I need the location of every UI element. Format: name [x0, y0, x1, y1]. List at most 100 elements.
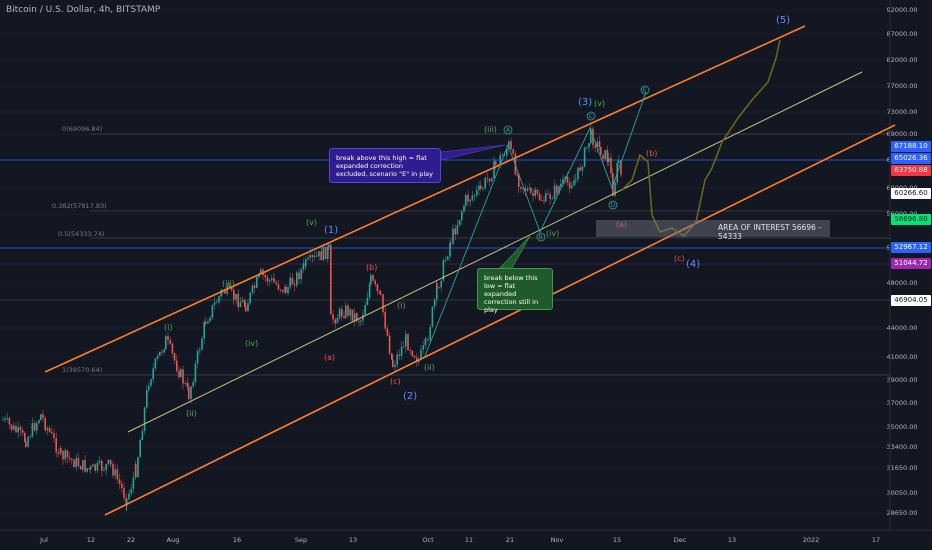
- candle-body: [463, 205, 465, 212]
- area-of-interest-label: AREA OF INTEREST 56696 - 54333: [718, 223, 821, 241]
- wave-iv-label-b: (iv): [546, 229, 559, 238]
- candle-body: [132, 477, 135, 489]
- candle-body: [150, 379, 152, 386]
- candle-body: [394, 364, 396, 367]
- time-tick-label: Aug: [167, 536, 180, 544]
- candle-body: [566, 176, 569, 183]
- candle-body: [444, 259, 447, 261]
- candle-body: [376, 284, 379, 291]
- candle-body: [553, 185, 556, 199]
- candle-body: [209, 317, 211, 322]
- candle-body: [251, 285, 254, 293]
- candle-body: [413, 356, 416, 358]
- candle-body: [128, 493, 130, 500]
- price-label-63750: 63750.88: [891, 165, 931, 176]
- candle-body: [51, 431, 53, 434]
- projection-path: [621, 39, 781, 237]
- candle-body: [239, 302, 242, 307]
- candle-body: [543, 200, 545, 202]
- price-tick-label: 44000.00: [886, 324, 917, 332]
- candle-body: [264, 275, 266, 278]
- candle-body: [431, 306, 434, 327]
- candle-body: [364, 305, 366, 315]
- candle-body: [620, 160, 622, 175]
- candle-body: [266, 277, 269, 282]
- candle-body: [118, 479, 121, 484]
- candle-body: [186, 382, 189, 387]
- candle-body: [296, 272, 298, 286]
- time-tick-label: 16: [233, 536, 241, 544]
- time-tick-label: 2022: [803, 536, 820, 544]
- candle-body: [184, 382, 186, 384]
- candle-body: [293, 284, 296, 286]
- candle-body: [101, 460, 103, 471]
- candle-body: [606, 149, 609, 163]
- candle-body: [148, 385, 150, 391]
- marker-B: B: [539, 234, 543, 241]
- candle-body: [547, 193, 549, 195]
- price-label-51044: 51044.72: [891, 258, 931, 269]
- time-tick-label: 13: [728, 536, 736, 544]
- candle-body: [311, 255, 314, 258]
- wave-b-label-b: (b): [646, 149, 657, 158]
- candle-body: [152, 368, 154, 380]
- time-tick-label: Jul: [39, 536, 48, 544]
- callout-pointer-low: [499, 235, 531, 269]
- candle-body: [62, 451, 64, 460]
- candle-body: [366, 297, 369, 306]
- candle-body: [169, 339, 171, 344]
- candle-body: [237, 293, 239, 307]
- candle-body: [103, 469, 105, 471]
- candle-body: [594, 145, 596, 148]
- candle-body: [422, 345, 424, 350]
- callout-break-high[interactable]: break above this high = flat expanded co…: [329, 148, 441, 183]
- candle-body: [282, 290, 284, 292]
- candle-body: [6, 417, 8, 419]
- candle-body: [403, 346, 405, 348]
- price-tick-label: 35000.00: [886, 423, 917, 431]
- candle-body: [407, 334, 409, 351]
- marker-A: A: [506, 127, 511, 134]
- candle-body: [532, 192, 534, 196]
- candle-body: [130, 488, 132, 494]
- candle-body: [116, 469, 119, 480]
- symbol-title: Bitcoin / U.S. Dollar, 4h, BITSTAMP: [6, 5, 161, 15]
- candle-body: [24, 432, 26, 442]
- candle-body: [341, 308, 343, 317]
- candle-body: [253, 285, 256, 288]
- candle-body: [322, 246, 325, 261]
- wave-b-label-a: (b): [366, 263, 377, 272]
- fib-retracement[interactable]: 0(69096.84) 0.382(57817.83) 0.5(54333.74…: [52, 125, 890, 376]
- time-axis[interactable]: Jul 12 22 Aug 16 Sep 13 Oct 11 21 Nov 15 Dec 13 2022 17: [0, 529, 932, 544]
- time-tick-label: Oct: [422, 536, 434, 544]
- candle-body: [68, 457, 71, 459]
- channel-upper-line[interactable]: [44, 25, 806, 373]
- channel-lower-line[interactable]: [104, 124, 896, 516]
- candle-body: [96, 462, 99, 471]
- fib-0382-label: 0.382(57817.83): [52, 202, 107, 210]
- candle-body: [196, 350, 199, 364]
- candle-body: [449, 242, 451, 257]
- triangle-wave-markers: A B C D E: [503, 85, 650, 242]
- area-of-interest-zone[interactable]: AREA OF INTEREST 56696 - 54333: [596, 220, 830, 241]
- candle-body: [583, 147, 586, 167]
- candle-body: [512, 149, 514, 154]
- candle-body: [188, 386, 190, 400]
- candle-body: [384, 312, 386, 329]
- time-tick-label: 21: [506, 536, 514, 544]
- candle-body: [291, 277, 294, 285]
- candle-body: [440, 280, 442, 288]
- candle-body: [180, 369, 182, 378]
- candle-body: [173, 353, 176, 361]
- callout-break-low[interactable]: break below this low = flat expanded cor…: [477, 268, 553, 314]
- marker-C: C: [589, 113, 593, 120]
- time-tick-label: 17: [872, 536, 880, 544]
- candle-body: [398, 354, 401, 356]
- candle-body: [249, 292, 251, 304]
- channel-mid-line[interactable]: [127, 71, 863, 433]
- candle-body: [203, 322, 205, 339]
- candle-body: [199, 349, 201, 351]
- candle-body: [392, 359, 394, 367]
- candle-body: [536, 189, 539, 194]
